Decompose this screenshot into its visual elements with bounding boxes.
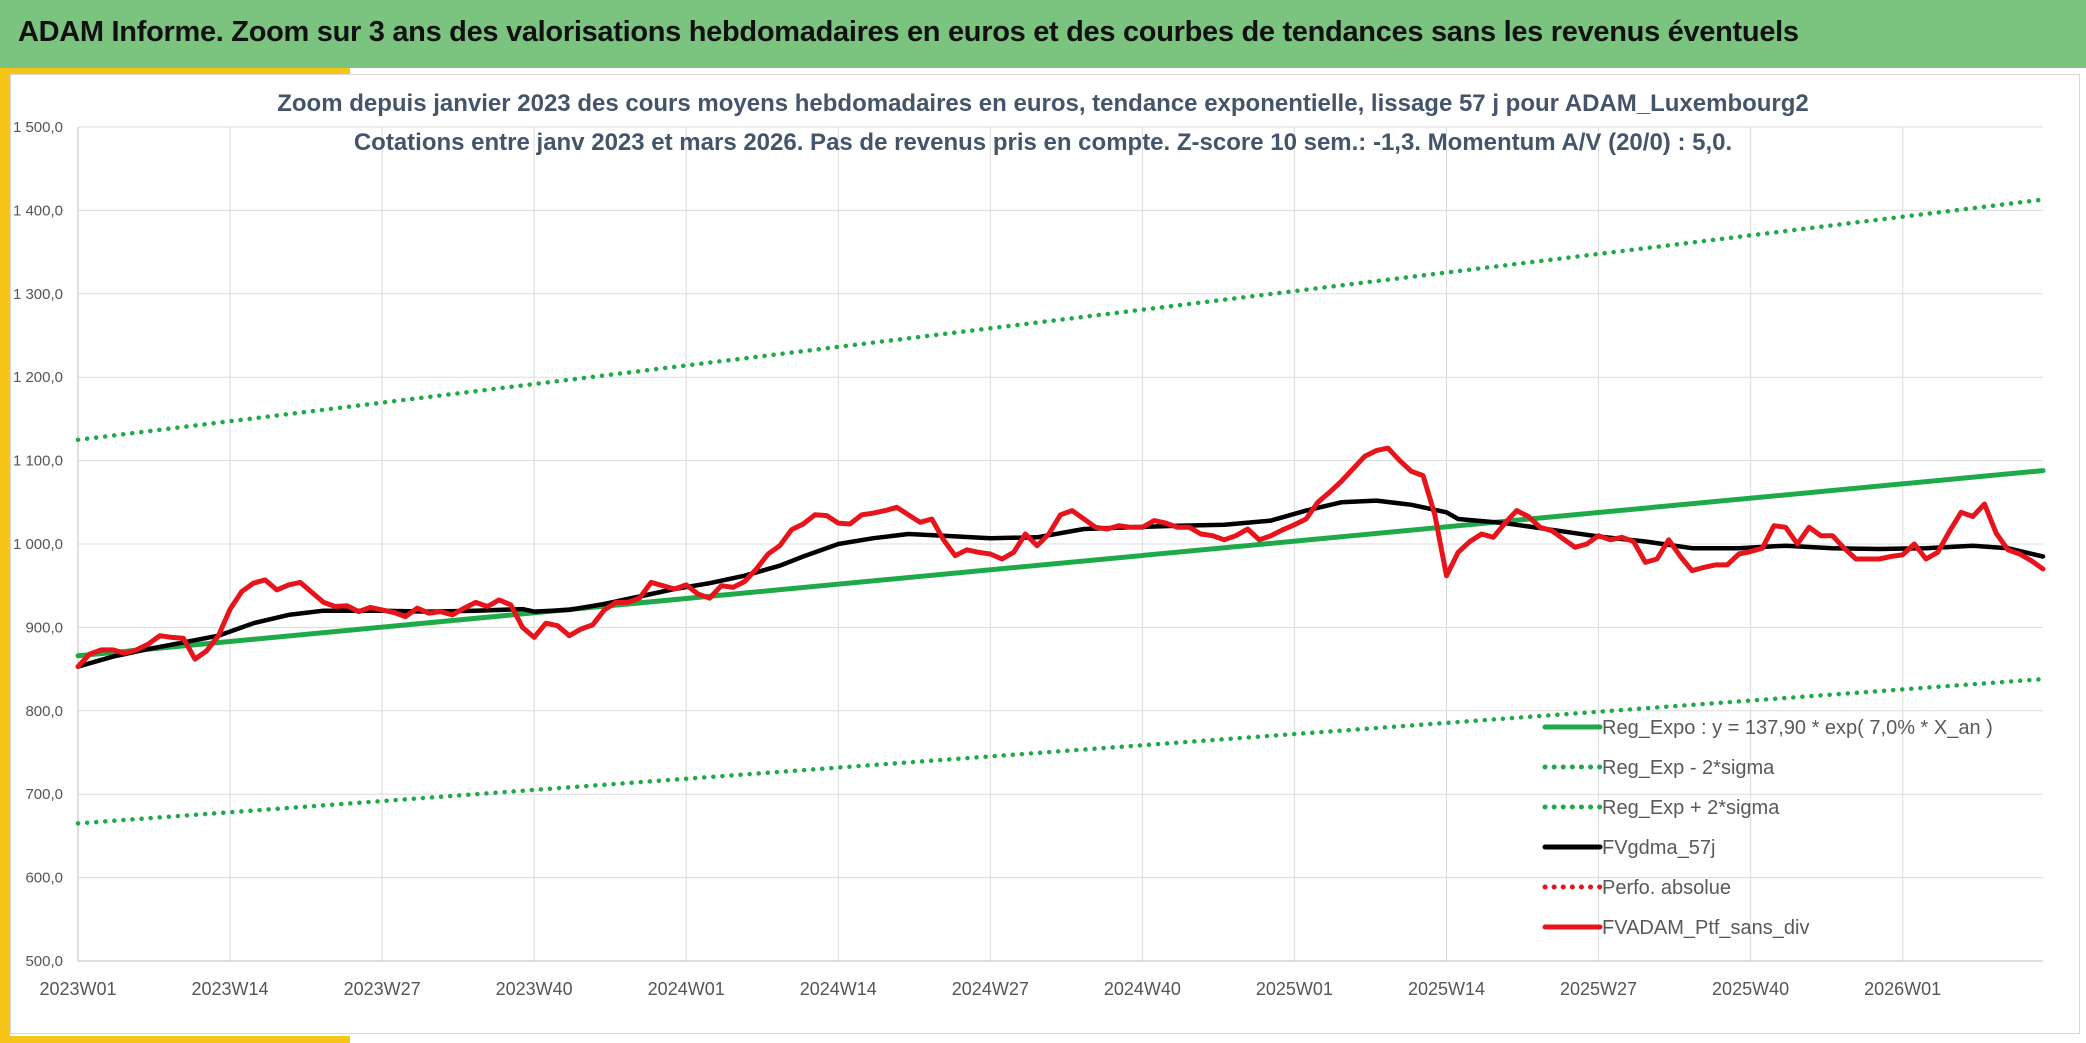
series-reg-expo bbox=[75, 468, 2046, 659]
x-tick-label: 2023W27 bbox=[344, 979, 421, 999]
page-title: ADAM Informe. Zoom sur 3 ans des valoris… bbox=[18, 16, 1799, 48]
series-reg-exp-2-sigma bbox=[75, 197, 2046, 443]
chart-title: Zoom depuis janvier 2023 des cours moyen… bbox=[277, 90, 1809, 117]
y-tick-label: 600,0 bbox=[25, 870, 63, 887]
accent-bar-top bbox=[0, 68, 350, 74]
x-tick-label: 2025W40 bbox=[1712, 979, 1789, 999]
accent-bar-bottom bbox=[0, 1036, 350, 1043]
x-tick-label: 2024W40 bbox=[1104, 979, 1181, 999]
series-layer bbox=[75, 197, 2046, 826]
legend-label: Reg_Expo : y = 137,90 * exp( 7,0% * X_an… bbox=[1602, 717, 1993, 739]
y-tick-label: 1 000,0 bbox=[13, 536, 63, 553]
series-fvadam-ptf-sans-div bbox=[75, 445, 2046, 670]
axes: 500,0 600,0 700,0 800,0 900,0 1 000,0 1 100,0 1… bbox=[13, 119, 2043, 999]
y-tick-label: 1 400,0 bbox=[13, 202, 63, 219]
y-tick-label: 800,0 bbox=[25, 703, 63, 720]
series-reg-exp-2-sigma bbox=[75, 676, 2046, 826]
x-tick-label: 2023W14 bbox=[192, 979, 269, 999]
legend-label: Reg_Exp + 2*sigma bbox=[1602, 797, 1780, 819]
x-tick-label: 2023W01 bbox=[39, 979, 116, 999]
x-tick-label: 2026W01 bbox=[1864, 979, 1941, 999]
y-tick-label: 700,0 bbox=[25, 786, 63, 803]
x-tick-label: 2024W14 bbox=[800, 979, 877, 999]
header-bar: ADAM Informe. Zoom sur 3 ans des valoris… bbox=[0, 0, 2086, 68]
series-fvgdma-57j bbox=[75, 498, 2046, 669]
y-tick-label: 900,0 bbox=[25, 619, 63, 636]
x-tick-label: 2025W27 bbox=[1560, 979, 1637, 999]
legend-label: FVgdma_57j bbox=[1602, 837, 1715, 859]
legend-label: FVADAM_Ptf_sans_div bbox=[1602, 917, 1810, 939]
x-tick-label: 2024W01 bbox=[648, 979, 725, 999]
y-tick-label: 1 200,0 bbox=[13, 369, 63, 386]
chart-subtitle: Cotations entre janv 2023 et mars 2026. … bbox=[353, 129, 1733, 156]
y-tick-label: 1 500,0 bbox=[13, 119, 63, 136]
x-tick-label: 2025W14 bbox=[1408, 979, 1485, 999]
x-tick-label: 2023W40 bbox=[496, 979, 573, 999]
y-tick-label: 1 100,0 bbox=[13, 453, 63, 470]
y-tick-label: 500,0 bbox=[25, 953, 63, 970]
chart-legend: Reg_Expo : y = 137,90 * exp( 7,0% * X_an… bbox=[1542, 717, 1993, 939]
chart-frame bbox=[10, 74, 2080, 1034]
accent-bar-left bbox=[0, 68, 10, 1043]
x-tick-label: 2025W01 bbox=[1256, 979, 1333, 999]
grid-lines bbox=[77, 126, 2043, 962]
legend-label: Reg_Exp - 2*sigma bbox=[1602, 757, 1775, 779]
legend-label: Perfo. absolue bbox=[1602, 877, 1731, 899]
x-tick-label: 2024W27 bbox=[952, 979, 1029, 999]
y-tick-label: 1 300,0 bbox=[13, 286, 63, 303]
